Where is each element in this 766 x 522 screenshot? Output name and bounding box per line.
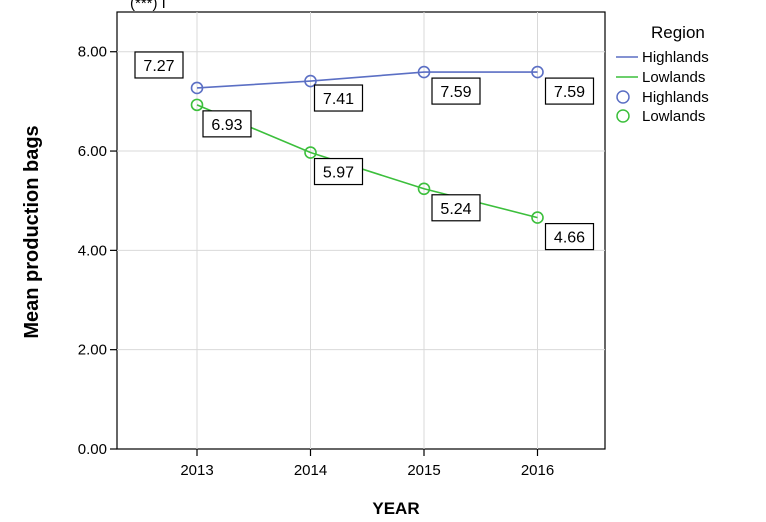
legend: Region Highlands Lowlands Highlands Lowl… — [616, 23, 709, 125]
data-labels: 7.27 7.41 7.59 7.59 6.93 5.97 5.24 4.66 — [134, 51, 595, 251]
x-tick-label: 2015 — [407, 462, 440, 479]
y-tick-label: 8.00 — [78, 44, 107, 61]
y-tick-label: 6.00 — [78, 143, 107, 160]
point-highlands — [190, 81, 204, 95]
point-lowlands — [304, 146, 317, 159]
x-axis: 2013 2014 2015 2016 — [180, 449, 554, 479]
data-label-lowlands: 5.24 — [440, 201, 471, 218]
series-points — [190, 65, 544, 224]
series-line-highlands — [196, 71, 538, 89]
point-lowlands — [190, 98, 204, 112]
data-label-lowlands: 5.97 — [323, 165, 354, 182]
data-label-box-highlands — [134, 51, 184, 79]
y-tick-label: 0.00 — [78, 441, 107, 458]
legend-marker-highlands — [616, 90, 630, 104]
legend-label-marker-lowlands: Lowlands — [642, 108, 705, 125]
data-label-box-lowlands — [431, 194, 481, 222]
top-cropped-text: (***) I — [130, 0, 166, 12]
data-label-box-highlands — [431, 77, 481, 105]
x-tick-label: 2016 — [521, 462, 554, 479]
data-label-highlands: 7.59 — [554, 84, 585, 101]
data-label-highlands: 7.41 — [323, 91, 354, 108]
y-axis-title: Mean production bags — [21, 125, 43, 338]
data-label-highlands: 7.27 — [143, 58, 174, 75]
series-lines — [196, 71, 538, 219]
data-label-box-highlands — [313, 84, 364, 112]
data-label-box-lowlands — [313, 157, 364, 186]
point-highlands — [531, 65, 544, 79]
point-highlands — [417, 65, 431, 79]
x-tick-label: 2013 — [180, 462, 213, 479]
data-label-highlands: 7.59 — [440, 84, 471, 101]
data-label-box-lowlands — [544, 222, 595, 251]
point-highlands — [304, 74, 317, 88]
x-axis-title: YEAR — [372, 499, 419, 518]
y-tick-label: 4.00 — [78, 242, 107, 259]
data-label-box-lowlands — [202, 110, 252, 138]
legend-label-line-lowlands: Lowlands — [642, 69, 705, 86]
data-label-lowlands: 6.93 — [211, 117, 242, 134]
legend-title: Region — [651, 23, 705, 42]
data-label-lowlands: 4.66 — [554, 230, 585, 247]
data-label-box-highlands — [544, 77, 595, 105]
x-tick-label: 2014 — [294, 462, 327, 479]
y-tick-label: 2.00 — [78, 342, 107, 359]
y-axis: 0.00 2.00 4.00 6.00 8.00 — [78, 44, 117, 458]
legend-label-line-highlands: Highlands — [642, 49, 709, 66]
legend-marker-lowlands — [616, 109, 630, 123]
series-line-lowlands — [196, 104, 538, 219]
legend-label-marker-highlands: Highlands — [642, 89, 709, 106]
gridlines — [117, 12, 605, 449]
point-lowlands — [417, 182, 431, 196]
point-lowlands — [531, 211, 544, 224]
